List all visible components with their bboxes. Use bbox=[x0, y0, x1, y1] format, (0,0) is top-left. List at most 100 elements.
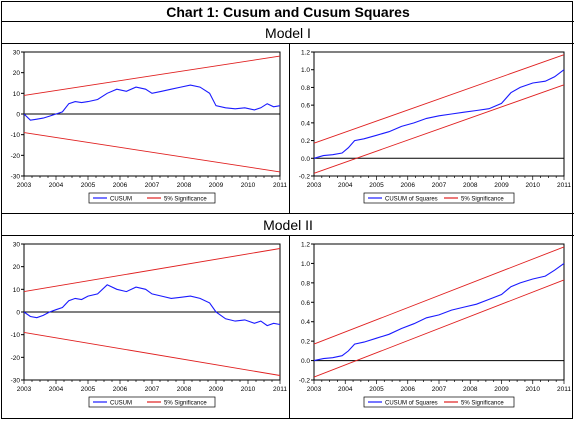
significance-bound-line bbox=[23, 55, 281, 96]
y-tick-label: 0.4 bbox=[301, 319, 310, 326]
x-tick-label: 2006 bbox=[113, 182, 128, 189]
y-tick-label: 20 bbox=[13, 70, 21, 77]
plot-area bbox=[313, 243, 565, 381]
y-tick-label: 30 bbox=[13, 242, 21, 249]
model-2-label: Model II bbox=[2, 214, 574, 236]
x-tick-label: 2004 bbox=[49, 182, 64, 189]
legend-label: CUSUM bbox=[110, 196, 132, 202]
y-tick-label: -20 bbox=[11, 153, 21, 160]
y-tick-label: 0.0 bbox=[301, 156, 310, 163]
significance-bound-line bbox=[313, 84, 565, 174]
legend-box bbox=[363, 396, 515, 408]
y-tick-label: -30 bbox=[11, 378, 21, 385]
x-tick-label: 2003 bbox=[17, 386, 32, 393]
y-tick-label: -10 bbox=[11, 332, 21, 339]
x-tick-label: 2007 bbox=[432, 182, 447, 189]
x-tick-label: 2007 bbox=[145, 386, 160, 393]
x-tick-label: 2008 bbox=[177, 182, 192, 189]
legend: CUSUM 5% Significance bbox=[88, 396, 216, 408]
significance-bound-line bbox=[23, 331, 281, 376]
y-tick-label: 20 bbox=[13, 264, 21, 271]
cusum-panel-model-1: -30 -20 -10 0 10 20 30 2003 2004 2005 2006 2007 2008… bbox=[2, 44, 290, 214]
x-tick-label: 2011 bbox=[557, 182, 571, 189]
x-tick-label: 2003 bbox=[17, 182, 32, 189]
cusumsq-chart-model-1: -0.2 0.0 0.2 0.4 0.6 0.8 1.0 1.2 2003 2004 2005 200… bbox=[299, 50, 571, 204]
y-tick-label: 10 bbox=[13, 91, 21, 98]
cusum-panel-model-2: -30 -20 -10 0 10 20 30 2003 2004 2005 2006 2007 2008… bbox=[2, 236, 290, 418]
x-tick-label: 2010 bbox=[526, 386, 541, 393]
series-line-cusum bbox=[23, 284, 281, 327]
y-tick-label: -0.2 bbox=[299, 378, 311, 385]
legend-label: 5% Significance bbox=[461, 400, 504, 406]
x-tick-label: 2010 bbox=[241, 182, 256, 189]
y-tick-label: 0 bbox=[16, 112, 20, 119]
series-line-cusum-of-squares bbox=[313, 262, 565, 362]
legend-label: 5% Significance bbox=[164, 400, 207, 406]
x-tick-label: 2009 bbox=[494, 182, 509, 189]
x-tick-label: 2007 bbox=[145, 182, 160, 189]
x-tick-label: 2004 bbox=[338, 386, 353, 393]
x-tick-label: 2011 bbox=[273, 182, 287, 189]
legend-label: 5% Significance bbox=[461, 196, 504, 202]
y-tick-label: -20 bbox=[11, 355, 21, 362]
x-tick-label: 2005 bbox=[81, 386, 96, 393]
legend-label: CUSUM of Squares bbox=[385, 196, 438, 202]
significance-bound-line bbox=[313, 54, 565, 144]
x-tick-label: 2005 bbox=[369, 386, 384, 393]
cusumsq-panel-model-1: -0.2 0.0 0.2 0.4 0.6 0.8 1.0 1.2 2003 2004 2005 200… bbox=[290, 44, 574, 214]
x-tick-label: 2006 bbox=[113, 386, 128, 393]
y-tick-label: 1.0 bbox=[301, 261, 310, 268]
y-tick-label: -0.2 bbox=[299, 174, 311, 181]
series-line-cusum bbox=[23, 84, 281, 121]
y-tick-label: 10 bbox=[13, 287, 21, 294]
x-tick-label: 2009 bbox=[209, 182, 224, 189]
y-tick-label: 0.8 bbox=[301, 85, 310, 92]
significance-bound-line bbox=[23, 132, 281, 173]
legend-label: CUSUM bbox=[110, 400, 132, 406]
y-tick-label: 1.0 bbox=[301, 67, 310, 74]
legend: CUSUM of Squares 5% Significance bbox=[363, 192, 515, 204]
x-tick-label: 2010 bbox=[241, 386, 256, 393]
y-tick-label: 30 bbox=[13, 50, 21, 57]
series-line-cusum-of-squares bbox=[313, 69, 565, 159]
plot-area bbox=[313, 51, 565, 177]
significance-bound-line bbox=[313, 246, 565, 345]
y-tick-label: 0.4 bbox=[301, 120, 310, 127]
x-tick-label: 2009 bbox=[209, 386, 224, 393]
y-tick-label: 0.6 bbox=[301, 300, 310, 307]
y-tick-label: -10 bbox=[11, 132, 21, 139]
y-tick-label: 0 bbox=[16, 310, 20, 317]
y-tick-label: 0.8 bbox=[301, 280, 310, 287]
x-tick-label: 2004 bbox=[49, 386, 64, 393]
y-tick-label: 0.6 bbox=[301, 103, 310, 110]
legend-label: CUSUM of Squares bbox=[385, 400, 438, 406]
cusumsq-chart-model-2: -0.2 0.0 0.2 0.4 0.6 0.8 1.0 1.2 2003 2004 2005 200… bbox=[299, 242, 571, 408]
x-tick-label: 2006 bbox=[401, 182, 416, 189]
x-tick-label: 2006 bbox=[401, 386, 416, 393]
model-1-label: Model I bbox=[2, 22, 574, 44]
y-tick-label: 0.0 bbox=[301, 358, 310, 365]
legend: CUSUM 5% Significance bbox=[88, 192, 216, 204]
x-tick-label: 2005 bbox=[369, 182, 384, 189]
y-tick-label: 0.2 bbox=[301, 138, 310, 145]
cusum-chart-model-2: -30 -20 -10 0 10 20 30 2003 2004 2005 2006 2007 2008… bbox=[11, 242, 287, 408]
x-tick-label: 2008 bbox=[463, 386, 478, 393]
x-tick-label: 2008 bbox=[463, 182, 478, 189]
x-tick-label: 2011 bbox=[273, 386, 287, 393]
x-tick-label: 2009 bbox=[494, 386, 509, 393]
cusum-chart-model-1: -30 -20 -10 0 10 20 30 2003 2004 2005 2006 2007 2008… bbox=[11, 50, 287, 204]
legend: CUSUM of Squares 5% Significance bbox=[363, 396, 515, 408]
y-tick-label: 1.2 bbox=[301, 242, 310, 249]
legend-label: 5% Significance bbox=[164, 196, 207, 202]
cusumsq-panel-model-2: -0.2 0.0 0.2 0.4 0.6 0.8 1.0 1.2 2003 2004 2005 200… bbox=[290, 236, 574, 418]
x-tick-label: 2008 bbox=[177, 386, 192, 393]
x-tick-label: 2011 bbox=[557, 386, 571, 393]
significance-bound-line bbox=[313, 279, 565, 378]
legend-box bbox=[363, 192, 515, 204]
x-tick-label: 2003 bbox=[307, 182, 322, 189]
x-tick-label: 2007 bbox=[432, 386, 447, 393]
x-tick-label: 2010 bbox=[526, 182, 541, 189]
x-tick-label: 2003 bbox=[307, 386, 322, 393]
y-tick-label: -30 bbox=[11, 174, 21, 181]
